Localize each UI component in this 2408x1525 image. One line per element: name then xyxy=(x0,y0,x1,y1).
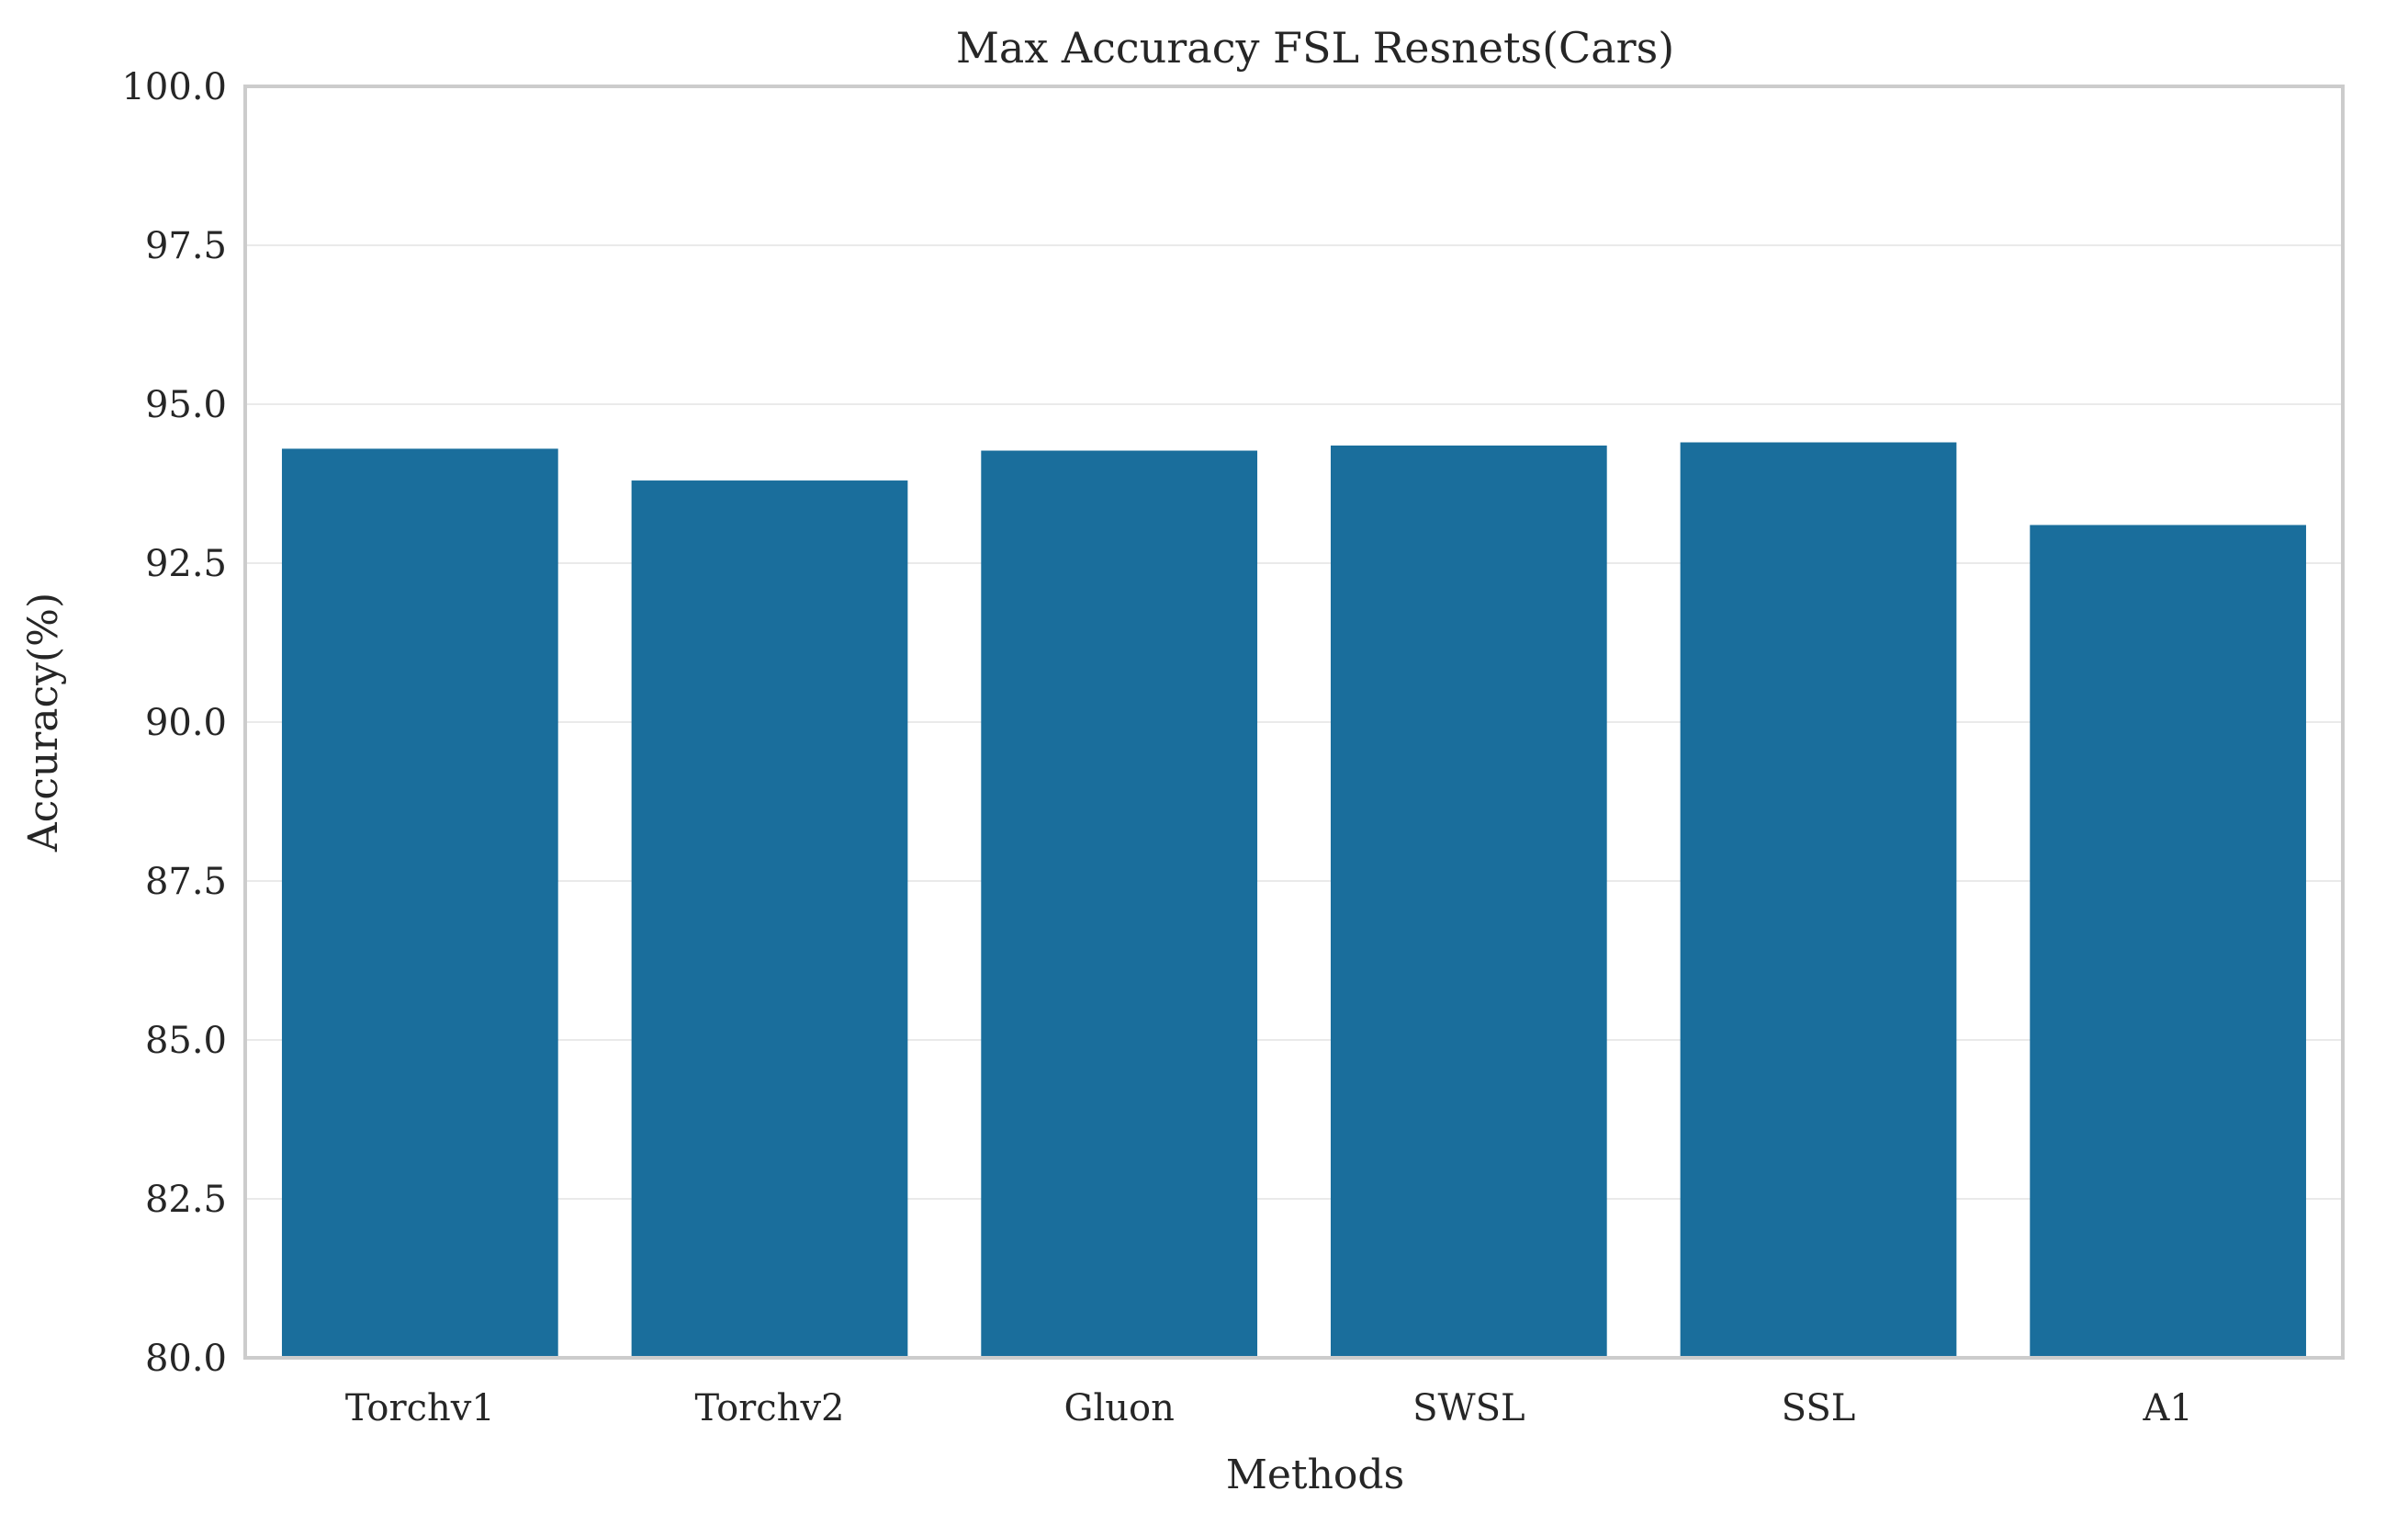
x-axis-label: Methods xyxy=(1226,1452,1404,1498)
x-tick-label-torchv1: Torchv1 xyxy=(345,1387,495,1429)
y-tick-label: 100.0 xyxy=(121,66,227,108)
y-axis-ticks: 80.0 82.5 85.0 87.5 90.0 92.5 95.0 97.5 100.0 xyxy=(121,66,227,1380)
y-axis-label: Accuracy(%) xyxy=(20,593,67,853)
gridlines xyxy=(245,244,2343,1200)
bars xyxy=(281,442,2307,1359)
x-tick-label-torchv2: Torchv2 xyxy=(695,1387,845,1429)
x-tick-label-ssl: SSL xyxy=(1782,1387,1856,1429)
bar-torchv2 xyxy=(631,480,908,1358)
y-tick-label: 85.0 xyxy=(145,1020,227,1062)
x-tick-label-a1: A1 xyxy=(2142,1387,2192,1429)
plot-frame xyxy=(243,85,2345,1360)
bar-ssl xyxy=(1680,442,1957,1358)
x-tick-label-swsl: SWSL xyxy=(1412,1387,1525,1429)
y-tick-label: 87.5 xyxy=(145,861,227,903)
y-tick-label: 90.0 xyxy=(145,702,227,744)
y-tick-label: 82.5 xyxy=(145,1179,227,1221)
y-tick-label: 95.0 xyxy=(145,384,227,426)
bar-a1 xyxy=(2030,525,2307,1358)
x-tick-label-gluon: Gluon xyxy=(1063,1387,1174,1429)
y-tick-label: 80.0 xyxy=(145,1338,227,1380)
bar-swsl xyxy=(1330,445,1607,1359)
y-tick-label: 92.5 xyxy=(145,543,227,585)
y-tick-label: 97.5 xyxy=(145,225,227,267)
bar-gluon xyxy=(981,450,1258,1358)
x-axis-ticks: Torchv1 Torchv2 Gluon SWSL SSL A1 xyxy=(345,1387,2193,1429)
bar-torchv1 xyxy=(281,448,558,1358)
chart-title: Max Accuracy FSL Resnets(Cars) xyxy=(956,23,1674,73)
